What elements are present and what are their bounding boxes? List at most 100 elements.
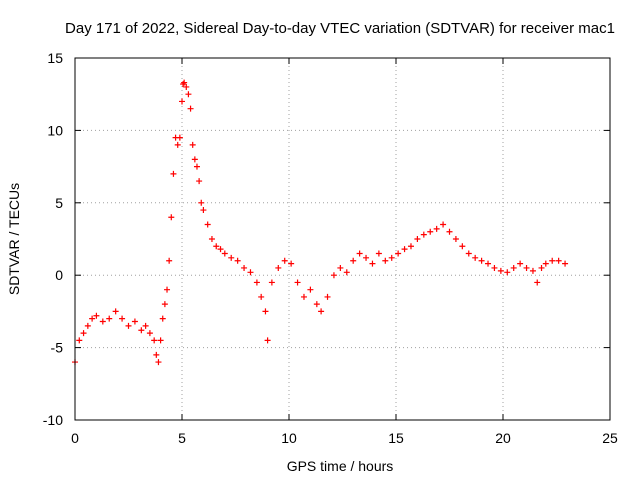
data-point [258,293,265,300]
data-point [247,269,254,276]
data-point [213,243,220,250]
x-tick-label: 0 [71,430,79,446]
y-tick-label: 5 [55,195,63,211]
data-point [465,250,472,257]
data-point [433,225,440,232]
data-point [157,337,164,344]
data-point [472,254,479,261]
y-tick-label: -10 [43,412,63,428]
data-point [562,260,569,267]
data-point [80,330,87,337]
data-point [324,293,331,300]
data-point [191,156,198,163]
data-point [420,231,427,238]
data-point [401,246,408,253]
data-point [159,315,166,322]
data-point [164,286,171,293]
data-point [146,330,153,337]
data-point [93,312,100,319]
data-point [504,269,511,276]
data-point [125,322,132,329]
data-point [414,236,421,242]
data-point [221,250,228,257]
data-point [300,293,307,300]
data-point [343,269,350,276]
data-point [151,337,158,344]
data-point [170,170,177,177]
data-point [294,279,301,286]
data-point [196,178,203,185]
y-tick-label: 15 [47,50,63,66]
data-point [217,246,224,253]
x-tick-label: 5 [178,430,186,446]
data-point [523,264,530,271]
data-point [382,257,389,264]
data-point [262,308,269,315]
data-point [375,250,382,257]
data-point [234,257,241,264]
data-point [459,243,466,250]
data-point [549,257,556,264]
x-tick-label: 10 [281,430,297,446]
data-point [187,105,194,112]
plot-frame [74,57,611,421]
data-point [407,243,414,250]
data-point [534,279,541,286]
data-point [427,228,434,235]
data-point [491,264,498,271]
data-point [106,315,113,322]
data-point [174,141,181,148]
data-point [189,141,196,148]
ticks: 0 5 10 15 20 25 -10 -5 0 5 10 15 [43,50,618,446]
data-point [497,267,504,274]
grid [75,58,610,420]
data-point [337,264,344,271]
data-point [181,79,188,86]
data-point [161,301,168,308]
data-point [388,254,395,261]
data-point [275,264,282,271]
data-point [264,337,271,344]
data-point [112,308,119,315]
data-point [288,260,295,267]
data-point [350,257,357,264]
data-point [538,264,545,271]
data-point [142,322,149,329]
series-layer [72,79,569,366]
y-tick-label: 10 [47,122,63,138]
data-point [555,257,562,264]
x-tick-label: 20 [495,430,511,446]
data-point [99,318,106,325]
data-point [313,301,320,308]
x-axis-label: GPS time / hours [287,458,394,474]
data-point [176,134,183,141]
data-point [180,81,187,88]
data-point [485,260,492,267]
data-point [153,351,160,358]
data-point [281,257,288,264]
data-point [119,315,126,322]
y-tick-label: 0 [55,267,63,283]
data-point [478,257,485,264]
data-point [200,207,207,214]
y-tick-label: -5 [51,340,64,356]
x-tick-label: 25 [602,430,618,446]
data-point [330,272,337,279]
x-tick-label: 15 [388,430,404,446]
data-point [166,257,173,264]
data-point [363,254,370,261]
data-point [179,98,185,105]
data-point [131,318,138,325]
series-mac1 [72,79,569,366]
data-point [452,236,459,242]
data-point [440,221,447,228]
data-point [318,308,325,315]
data-point [84,322,91,329]
data-point [193,163,200,170]
data-point [307,286,314,293]
data-point [510,264,517,271]
data-point [204,221,211,228]
data-point [542,260,549,267]
data-point [253,279,260,286]
